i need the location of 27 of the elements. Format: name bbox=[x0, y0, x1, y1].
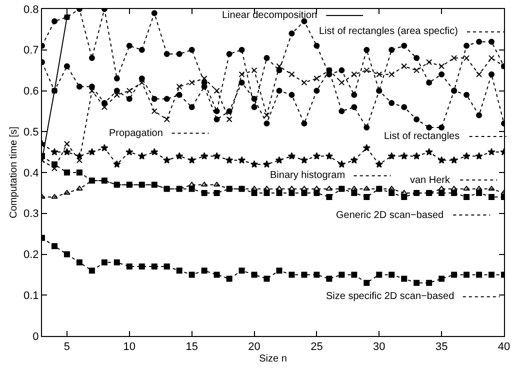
y-tick-label: 0.7 bbox=[24, 44, 39, 57]
x-tick-label: 20 bbox=[248, 341, 260, 354]
y-tick-label: 0 bbox=[32, 330, 39, 343]
legend-label: List of rectangles (area specfic) bbox=[319, 26, 458, 37]
y-tick-label: 0.1 bbox=[24, 290, 39, 302]
x-tick-label: 25 bbox=[310, 341, 323, 354]
y-axis-title: Computation time [s] bbox=[8, 126, 20, 218]
x-tick-label: 35 bbox=[435, 341, 448, 354]
x-axis-title: Size n bbox=[259, 354, 287, 365]
legend-label: List of rectangles bbox=[384, 131, 460, 142]
x-tick-label: 15 bbox=[186, 341, 198, 354]
x-tick-label: 30 bbox=[373, 341, 386, 354]
x-tick-label: 40 bbox=[498, 341, 510, 354]
legend-label: Propagation bbox=[109, 128, 163, 139]
y-tick-label: 0.3 bbox=[24, 208, 39, 220]
legend-label: Generic 2D scan−based bbox=[336, 210, 444, 221]
y-tick-label: 0.8 bbox=[24, 4, 39, 16]
x-tick-label: 10 bbox=[123, 341, 136, 354]
x-tick-label: 5 bbox=[64, 341, 70, 354]
legend-label: van Herk bbox=[410, 175, 452, 186]
legend-label: Linear decomposition bbox=[222, 10, 318, 21]
y-tick-label: 0.4 bbox=[24, 167, 39, 180]
y-tick-label: 0.6 bbox=[24, 86, 39, 98]
legend-label: Size specific 2D scan−based bbox=[326, 291, 454, 302]
y-tick-label: 0.2 bbox=[24, 249, 39, 262]
legend-label: Binary histogram bbox=[270, 170, 346, 181]
y-tick-label: 0.5 bbox=[24, 126, 39, 138]
